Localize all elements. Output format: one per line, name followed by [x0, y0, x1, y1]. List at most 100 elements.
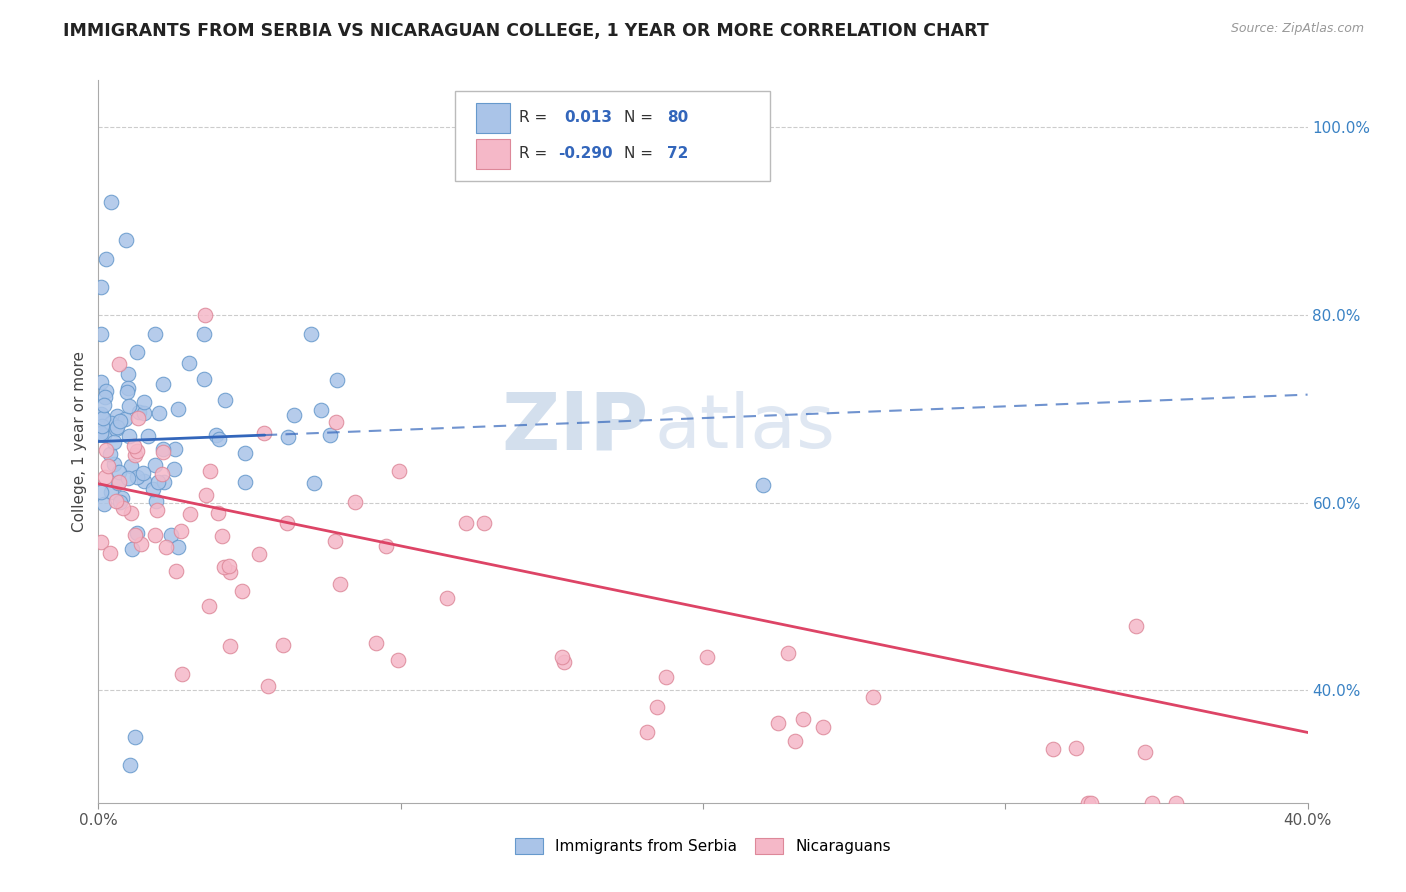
Point: [124, 448, 146, 462]
Point: [127, 345, 149, 359]
Point: [105, 409, 128, 424]
Point: [766, 715, 789, 730]
Bar: [475, 103, 509, 133]
Point: [155, 540, 177, 554]
Point: [1042, 741, 1064, 756]
Point: [194, 308, 217, 322]
Point: [302, 475, 325, 490]
Point: [277, 430, 299, 444]
Text: atlas: atlas: [655, 391, 835, 464]
Point: [198, 464, 221, 478]
Point: [143, 528, 166, 542]
Point: [143, 326, 166, 341]
Point: [170, 667, 193, 681]
Point: [134, 474, 156, 488]
Point: [783, 734, 806, 748]
Point: [233, 446, 256, 460]
Point: [120, 507, 142, 521]
Point: [90, 485, 112, 500]
Point: [152, 376, 174, 391]
Point: [212, 559, 235, 574]
Point: [325, 373, 347, 387]
Point: [134, 406, 156, 420]
Point: [655, 670, 678, 684]
Point: [1080, 796, 1102, 810]
Text: R =: R =: [519, 146, 547, 161]
Point: [148, 406, 170, 420]
Y-axis label: College, 1 year or more: College, 1 year or more: [72, 351, 87, 532]
Point: [179, 356, 201, 370]
Point: [91, 410, 114, 425]
Point: [214, 393, 236, 408]
Point: [125, 526, 148, 541]
Point: [329, 577, 352, 591]
Point: [170, 524, 193, 539]
Text: 80: 80: [666, 111, 688, 126]
Point: [1077, 796, 1099, 810]
Point: [165, 564, 187, 578]
Point: [1142, 796, 1164, 810]
Point: [124, 527, 146, 541]
Text: -0.290: -0.290: [558, 146, 613, 161]
Point: [436, 591, 458, 605]
Point: [108, 494, 131, 508]
Point: [323, 533, 346, 548]
Point: [152, 442, 174, 456]
Point: [94, 252, 117, 266]
Point: [219, 639, 242, 653]
Point: [115, 384, 138, 399]
Point: [90, 375, 112, 389]
Point: [114, 412, 136, 426]
Point: [142, 482, 165, 496]
Point: [364, 636, 387, 650]
Text: N =: N =: [624, 146, 654, 161]
Point: [128, 405, 150, 419]
Point: [163, 462, 186, 476]
Point: [125, 443, 148, 458]
Point: [207, 506, 229, 520]
Point: [107, 357, 129, 371]
Point: [93, 390, 115, 404]
Legend: Immigrants from Serbia, Nicaraguans: Immigrants from Serbia, Nicaraguans: [509, 832, 897, 860]
Bar: [475, 139, 509, 169]
Point: [1166, 796, 1188, 810]
Point: [94, 443, 117, 458]
Point: [105, 422, 128, 436]
Point: [108, 414, 131, 428]
Point: [283, 408, 305, 422]
Point: [211, 529, 233, 543]
Text: 0.013: 0.013: [564, 111, 612, 126]
Point: [107, 476, 129, 491]
Point: [118, 758, 141, 772]
Point: [107, 475, 129, 489]
Point: [159, 528, 181, 542]
Point: [136, 429, 159, 443]
Point: [132, 466, 155, 480]
Point: [93, 427, 115, 442]
Point: [273, 638, 295, 652]
Point: [90, 279, 112, 293]
Point: [90, 419, 112, 434]
Point: [104, 494, 127, 508]
Point: [118, 399, 141, 413]
Point: [1064, 741, 1087, 756]
Point: [90, 426, 112, 441]
Point: [636, 724, 658, 739]
Point: [90, 535, 112, 549]
Point: [127, 470, 149, 484]
Point: [103, 457, 125, 471]
Point: [219, 565, 242, 579]
Point: [166, 401, 188, 416]
Point: [1133, 745, 1156, 759]
Point: [193, 372, 215, 386]
Point: [97, 459, 120, 474]
Point: [1125, 619, 1147, 633]
Point: [387, 653, 409, 667]
Point: [146, 503, 169, 517]
Point: [778, 646, 800, 660]
Point: [205, 428, 228, 442]
Point: [145, 494, 167, 508]
Point: [388, 464, 411, 478]
Point: [344, 494, 367, 508]
Point: [257, 679, 280, 693]
